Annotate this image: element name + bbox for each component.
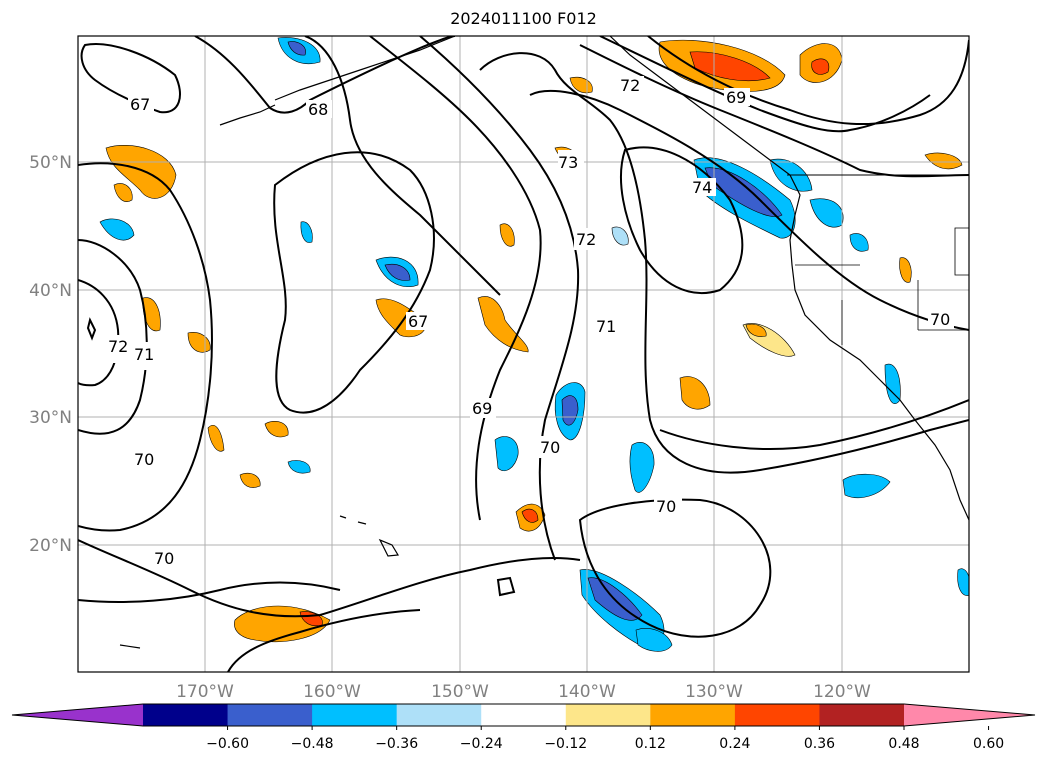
contour-label: 72 (620, 76, 640, 95)
colorbar-tick-label: 0.36 (804, 736, 835, 752)
contour-label: 68 (308, 100, 328, 119)
contour-label: 71 (596, 317, 616, 336)
colorbar-tick-label: −0.36 (375, 736, 418, 752)
colorbar-segment (143, 704, 229, 726)
lon-label-140w: 140°W (558, 682, 616, 702)
colorbar-segment (565, 704, 651, 726)
colorbar-extension-low (12, 704, 143, 726)
colorbar-tick-label: −0.24 (460, 736, 503, 752)
map-frame (77, 35, 970, 673)
graticule (78, 36, 969, 672)
colorbar-tick-label: 0.60 (973, 736, 1004, 752)
colorbar-segment (396, 704, 482, 726)
contour-label: 70 (656, 497, 676, 516)
plot-title: 2024011100 F012 (450, 9, 597, 28)
height-contours (78, 36, 969, 672)
shaded-anomaly-field (99, 37, 969, 652)
contour-label: 70 (540, 438, 560, 457)
lon-label-170w: 170°W (176, 682, 234, 702)
latitude-labels: 50°N 40°N 30°N 20°N (29, 153, 72, 556)
contour-label: 72 (108, 337, 128, 356)
longitude-labels: 170°W 160°W 150°W 140°W 130°W 120°W (176, 682, 871, 702)
colorbar-tick-label: −0.12 (544, 736, 587, 752)
contour-label: 67 (130, 95, 150, 114)
colorbar-segment (734, 704, 820, 726)
contour-label: 70 (930, 310, 950, 329)
contour-label: 74 (692, 178, 712, 197)
lat-label-40n: 40°N (29, 281, 72, 301)
colorbar-tick-label: −0.48 (291, 736, 334, 752)
lat-label-20n: 20°N (29, 536, 72, 556)
lon-label-160w: 160°W (303, 682, 361, 702)
colorbar-segment (481, 704, 567, 726)
contour-label: 73 (558, 153, 578, 172)
contour-label: 69 (472, 399, 492, 418)
lon-label-150w: 150°W (431, 682, 489, 702)
colorbar-segment (312, 704, 398, 726)
lon-label-120w: 120°W (813, 682, 871, 702)
colorbar-tick-label: 0.48 (888, 736, 919, 752)
colorbar-tick-label: −0.60 (206, 736, 249, 752)
lat-label-30n: 30°N (29, 408, 72, 428)
contour-label: 67 (408, 312, 428, 331)
contour-label: 69 (726, 88, 746, 107)
map-area: 67 68 72 69 73 74 72 67 71 72 71 70 69 7… (78, 36, 969, 672)
lon-label-130w: 130°W (685, 682, 743, 702)
colorbar-tick-label: 0.24 (719, 736, 750, 752)
contour-label: 70 (154, 549, 174, 568)
colorbar-tick-label: 0.12 (635, 736, 666, 752)
contour-label: 70 (134, 450, 154, 469)
lat-label-50n: 50°N (29, 153, 72, 173)
colorbar-segment (819, 704, 905, 726)
colorbar-extension-high (904, 704, 1035, 726)
colorbar-outline (11, 703, 1036, 727)
colorbar-segment (650, 704, 736, 726)
contour-label: 72 (576, 230, 596, 249)
contour-label: 71 (134, 345, 154, 364)
colorbar-segment (227, 704, 313, 726)
contour-labels: 67 68 72 69 73 74 72 67 71 72 71 70 69 7… (106, 76, 954, 568)
colorbar: −0.60 −0.48 −0.36 −0.24 −0.12 0.12 0.24 0.36 0.4… (11, 703, 1036, 752)
